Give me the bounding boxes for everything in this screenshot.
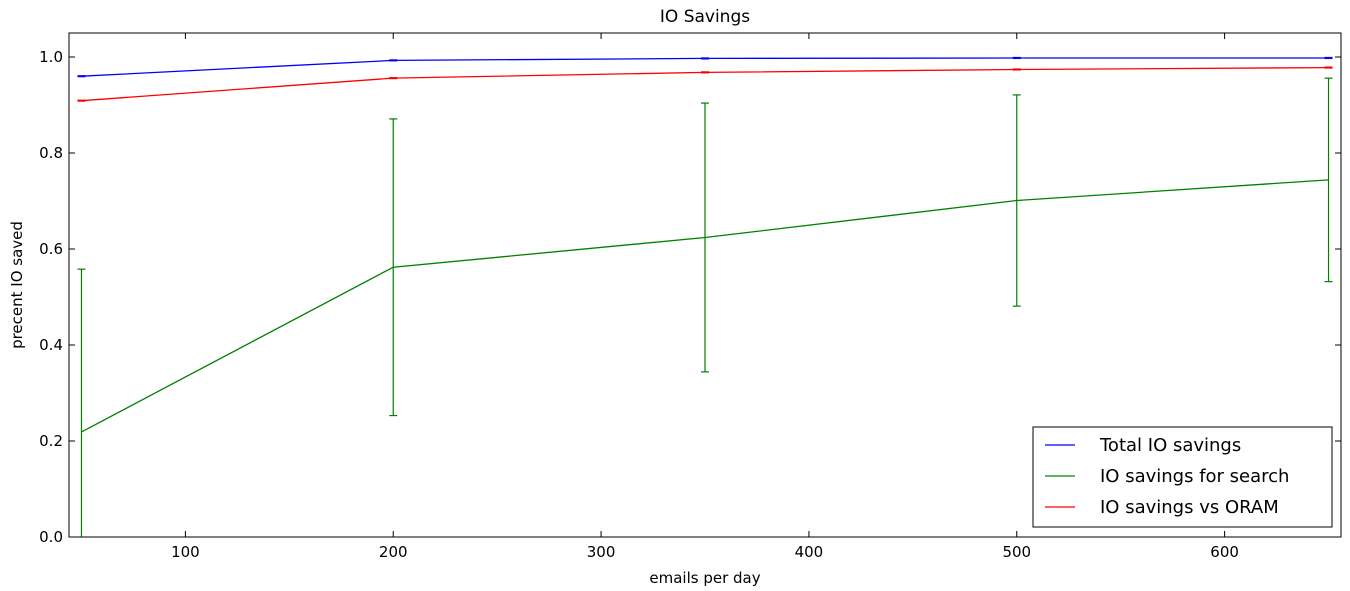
series-io-savings-for-search bbox=[77, 77, 1333, 537]
legend: Total IO savings IO savings for search IO … bbox=[1032, 426, 1333, 528]
series-line-io-savings-vs-oram bbox=[81, 66, 1329, 102]
legend-label-total-io-savings: Total IO savings bbox=[1099, 435, 1241, 456]
x-axis-label: emails per day bbox=[649, 569, 760, 587]
y-tick-label: 0.2 bbox=[39, 432, 63, 450]
x-tick-label: 600 bbox=[1210, 543, 1239, 561]
y-tick-label: 0.8 bbox=[39, 144, 63, 162]
chart-title: IO Savings bbox=[660, 7, 750, 27]
series-line-total-io-savings bbox=[81, 57, 1329, 77]
x-tick-label: 200 bbox=[379, 543, 408, 561]
y-tick-label: 0.4 bbox=[39, 336, 63, 354]
x-tick-label: 400 bbox=[795, 543, 824, 561]
x-tick-label: 500 bbox=[1002, 543, 1031, 561]
legend-label-io-savings-vs-oram: IO savings vs ORAM bbox=[1100, 497, 1279, 518]
y-tick-label: 1.0 bbox=[39, 48, 63, 66]
series-total-io-savings bbox=[77, 56, 1333, 78]
y-axis-label: precent IO saved bbox=[8, 221, 26, 349]
plot-area: 100 200 300 400 500 600 0.0 0.2 0.4 0.6 0.8 1.0 bbox=[39, 32, 1342, 561]
y-tick-label: 0.6 bbox=[39, 240, 63, 258]
legend-label-io-savings-for-search: IO savings for search bbox=[1100, 466, 1289, 487]
legend-box bbox=[1032, 426, 1333, 528]
series-io-savings-vs-oram bbox=[77, 66, 1333, 102]
plot-frame bbox=[68, 32, 1342, 538]
data-layer bbox=[77, 56, 1333, 537]
series-line-io-savings-for-search bbox=[81, 179, 1329, 433]
x-tick-label: 100 bbox=[171, 543, 200, 561]
x-tick-label: 300 bbox=[587, 543, 616, 561]
y-tick-label: 0.0 bbox=[39, 528, 63, 546]
